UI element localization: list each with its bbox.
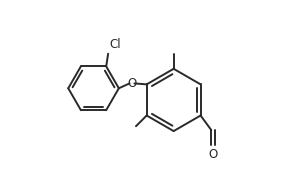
Text: O: O	[127, 77, 137, 90]
Text: Cl: Cl	[109, 38, 121, 51]
Text: O: O	[208, 148, 217, 161]
